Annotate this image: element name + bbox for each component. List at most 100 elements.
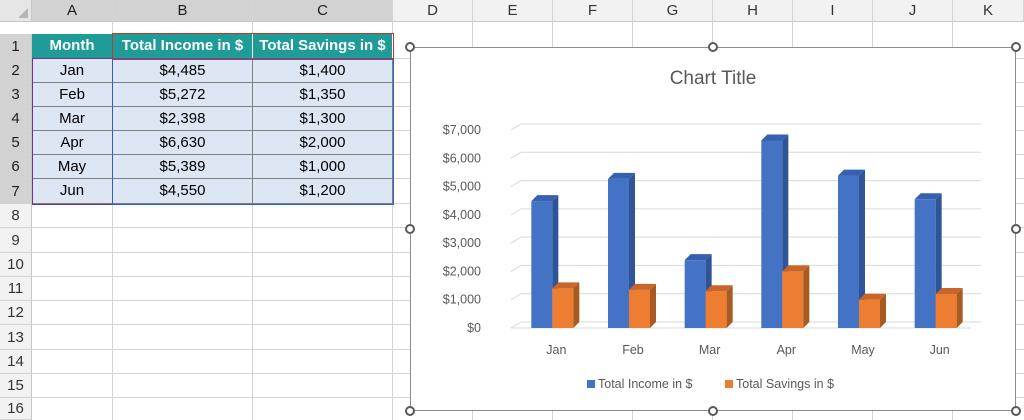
bar-side — [803, 265, 810, 328]
bar-feb-income — [608, 178, 629, 328]
column-header-f[interactable]: F — [553, 0, 633, 22]
row-header-8[interactable]: 8 — [0, 204, 32, 228]
y-tick-label: $6,000 — [443, 151, 481, 165]
gridline — [510, 180, 981, 188]
row-header-4[interactable]: 4 — [0, 107, 32, 131]
bar-jun-income — [914, 199, 936, 328]
legend-swatch-savings — [725, 380, 733, 388]
resize-handle[interactable] — [708, 406, 718, 416]
column-header-b[interactable]: B — [113, 0, 253, 22]
row-header-10[interactable]: 10 — [0, 253, 32, 277]
table-cell[interactable]: $4,485 — [113, 59, 253, 83]
header-cell-income[interactable]: Total Income in $ — [113, 34, 253, 59]
table-cell[interactable]: $1,200 — [253, 179, 393, 204]
table-cell[interactable]: Mar — [32, 107, 113, 131]
x-tick-label: May — [851, 343, 875, 357]
column-header-a[interactable]: A — [32, 0, 113, 22]
column-header-g[interactable]: G — [633, 0, 713, 22]
bar-jan-savings — [552, 288, 574, 328]
row-header-14[interactable]: 14 — [0, 350, 32, 374]
resize-handle[interactable] — [1011, 406, 1021, 416]
row-header-9[interactable]: 9 — [0, 228, 32, 253]
bar-top — [684, 254, 712, 261]
row-header-3[interactable]: 3 — [0, 83, 32, 107]
resize-handle[interactable] — [405, 42, 415, 52]
bar-top — [935, 288, 963, 295]
bar-side — [880, 293, 886, 328]
row-header-5[interactable]: 5 — [0, 131, 32, 155]
bar-top — [608, 172, 635, 179]
resize-handle[interactable] — [405, 224, 415, 234]
y-tick-label: $4,000 — [443, 208, 481, 222]
table-cell[interactable]: Feb — [32, 83, 113, 107]
gridline — [510, 321, 981, 329]
column-header-k[interactable]: K — [953, 0, 1024, 22]
x-tick-label: Jun — [930, 343, 950, 357]
table-cell[interactable]: $1,300 — [253, 107, 393, 131]
x-tick-label: Feb — [622, 343, 644, 357]
table-cell[interactable]: May — [32, 155, 113, 179]
y-tick-label: $5,000 — [443, 180, 481, 194]
resize-handle[interactable] — [405, 406, 415, 416]
row-header-13[interactable]: 13 — [0, 325, 32, 350]
gridline — [510, 123, 981, 131]
resize-handle[interactable] — [1011, 224, 1021, 234]
y-tick-label: $0 — [467, 321, 481, 335]
gridline — [510, 208, 981, 216]
column-header-h[interactable]: H — [713, 0, 793, 22]
resize-handle[interactable] — [1011, 42, 1021, 52]
row-header-15[interactable]: 15 — [0, 374, 32, 398]
row-header-16[interactable]: 16 — [0, 398, 32, 420]
y-tick-label: $3,000 — [443, 236, 481, 250]
column-header-j[interactable]: J — [873, 0, 953, 22]
table-cell[interactable]: $1,350 — [253, 83, 393, 107]
row-header-2[interactable]: 2 — [0, 59, 32, 83]
table-cell[interactable]: $2,000 — [253, 131, 393, 155]
bar-top — [859, 293, 886, 300]
bar-side — [859, 169, 865, 328]
column-header-i[interactable]: I — [793, 0, 873, 22]
gridline — [510, 293, 981, 301]
bar-apr-savings — [782, 271, 804, 328]
header-cell-savings[interactable]: Total Savings in $ — [253, 34, 393, 59]
legend-label: Total Savings in $ — [736, 377, 834, 391]
bar-jan-income — [531, 201, 553, 328]
legend-label: Total Income in $ — [598, 377, 693, 391]
table-cell[interactable]: $4,550 — [113, 179, 253, 204]
x-tick-label: Apr — [777, 343, 796, 357]
table-cell[interactable]: Jan — [32, 59, 113, 83]
gridline — [392, 22, 393, 420]
table-cell[interactable]: Jun — [32, 179, 113, 204]
bar-top — [705, 285, 733, 292]
table-cell[interactable]: $1,400 — [253, 59, 393, 83]
bar-top — [531, 195, 559, 202]
column-header-e[interactable]: E — [473, 0, 553, 22]
table-cell[interactable]: $2,398 — [113, 107, 253, 131]
table-cell[interactable]: $6,630 — [113, 131, 253, 155]
table-cell[interactable]: $1,000 — [253, 155, 393, 179]
header-cell-month[interactable]: Month — [32, 34, 113, 59]
chart-object[interactable]: Chart Title $0 $1,000 $2,000 $3,000 $4,000 $5,… — [410, 47, 1016, 411]
bar-side — [726, 285, 733, 328]
bar-may-income — [838, 175, 859, 328]
row-header-11[interactable]: 11 — [0, 277, 32, 301]
row-header-6[interactable]: 6 — [0, 155, 32, 179]
bar-top — [838, 169, 865, 176]
table-cell[interactable]: $5,272 — [113, 83, 253, 107]
legend-swatch-income — [587, 380, 595, 388]
y-tick-label: $1,000 — [443, 293, 481, 307]
resize-handle[interactable] — [708, 42, 718, 52]
row-header-12[interactable]: 12 — [0, 301, 32, 325]
y-tick-label: $2,000 — [443, 264, 481, 278]
row-header-1[interactable]: 1 — [0, 34, 32, 59]
row-header-7[interactable]: 7 — [0, 179, 32, 204]
column-header-d[interactable]: D — [393, 0, 473, 22]
bar-apr-income — [761, 140, 783, 328]
column-header-c[interactable]: C — [253, 0, 393, 22]
table-cell[interactable]: Apr — [32, 131, 113, 155]
table-cell[interactable]: $5,389 — [113, 155, 253, 179]
x-tick-label: Jan — [546, 343, 566, 357]
chart-title: Chart Title — [670, 68, 757, 89]
select-all-corner[interactable] — [0, 0, 32, 22]
